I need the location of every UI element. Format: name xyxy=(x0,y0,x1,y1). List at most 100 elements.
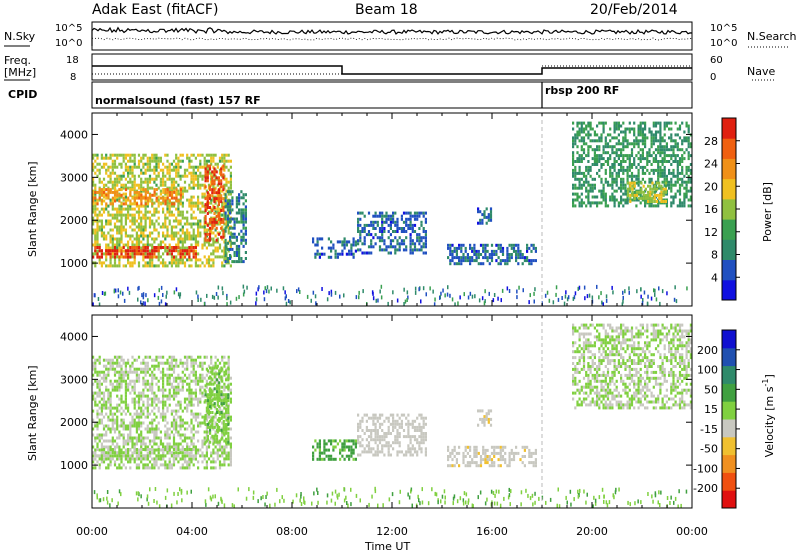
echo-cell xyxy=(137,424,141,428)
echo-cell xyxy=(235,217,238,221)
echo-cell xyxy=(120,255,123,259)
echo-cell xyxy=(162,258,165,262)
echo-cell xyxy=(357,242,360,246)
echo-cell xyxy=(118,379,121,383)
echo-cell xyxy=(663,121,666,125)
echo-speckle xyxy=(442,288,444,293)
echo-cell xyxy=(635,190,639,194)
echo-speckle xyxy=(180,490,183,495)
echo-cell xyxy=(157,174,160,178)
echo-cell xyxy=(183,427,187,431)
echo-cell xyxy=(617,133,620,137)
echo-cell xyxy=(681,201,684,205)
echo-cell xyxy=(151,246,154,250)
echo-cell xyxy=(94,192,97,196)
echo-cell xyxy=(598,148,601,152)
echo-cell xyxy=(657,168,660,172)
echo-cell xyxy=(207,255,211,259)
echo-cell xyxy=(124,231,127,235)
echo-cell xyxy=(105,188,108,192)
echo-cell xyxy=(186,252,189,256)
echo-cell xyxy=(653,193,656,197)
echo-cell xyxy=(194,222,197,226)
echo-speckle xyxy=(408,495,411,500)
echo-cell xyxy=(405,211,408,215)
echo-cell xyxy=(211,217,214,221)
echo-cell xyxy=(637,163,640,166)
echo-cell xyxy=(183,174,187,178)
echo-cell xyxy=(689,189,692,193)
echo-cell xyxy=(214,201,217,205)
echo-cell xyxy=(92,207,95,211)
echo-cell xyxy=(153,246,156,249)
echo-speckle xyxy=(527,493,529,498)
echo-cell xyxy=(418,214,421,218)
echo-cell xyxy=(242,226,245,230)
echo-cell xyxy=(624,186,627,190)
echo-cell xyxy=(203,436,206,440)
echo-cell xyxy=(111,180,114,184)
echo-speckle xyxy=(496,501,499,506)
echo-speckle xyxy=(380,295,383,300)
echo-cell xyxy=(116,355,119,359)
echo-cell xyxy=(628,157,631,161)
echo-speckle xyxy=(666,496,669,500)
echo-speckle xyxy=(245,496,248,501)
echo-cell xyxy=(242,211,245,215)
echo-cell xyxy=(626,195,629,199)
echo-cell xyxy=(593,148,596,152)
echo-speckle xyxy=(529,293,531,298)
echo-speckle xyxy=(471,503,474,508)
echo-cell xyxy=(622,177,625,181)
echo-cell xyxy=(118,355,121,359)
echo-cell xyxy=(229,240,232,244)
echo-cell xyxy=(580,127,583,131)
echo-cell xyxy=(107,361,110,365)
echo-cell xyxy=(137,433,141,437)
echo-cell xyxy=(394,245,397,249)
echo-cell xyxy=(98,448,101,452)
echo-cell xyxy=(678,124,682,128)
echo-cell xyxy=(142,180,145,184)
echo-cell xyxy=(332,243,335,247)
echo-cell xyxy=(144,466,147,470)
echo-cell xyxy=(148,231,152,235)
echo-cell xyxy=(170,180,173,184)
echo-cell xyxy=(111,421,114,425)
echo-cell xyxy=(96,412,99,416)
echo-cell xyxy=(124,165,127,169)
echo-cell xyxy=(665,148,668,152)
echo-speckle xyxy=(255,291,258,296)
echo-cell xyxy=(122,361,125,365)
echo-speckle xyxy=(358,290,360,295)
echo-cell xyxy=(177,243,180,247)
echo-cell xyxy=(224,247,227,251)
cpid-segment-1: rbsp 200 RF xyxy=(545,84,620,97)
echo-cell xyxy=(449,246,452,250)
echo-cell xyxy=(204,238,207,242)
echo-cell xyxy=(464,246,467,250)
echo-cell xyxy=(627,181,630,185)
echo-cell xyxy=(208,167,212,171)
echo-cell xyxy=(598,201,601,205)
echo-cell xyxy=(233,260,236,264)
echo-speckle xyxy=(127,286,129,291)
echo-cell xyxy=(170,204,173,208)
echo-cell xyxy=(186,189,189,193)
echo-cell xyxy=(116,421,119,425)
echo-cell xyxy=(488,262,491,266)
echo-cell xyxy=(631,190,634,194)
echo-speckle xyxy=(495,489,498,494)
echo-cell xyxy=(233,220,236,224)
echo-cell xyxy=(622,168,625,172)
echo-cell xyxy=(222,164,225,168)
echo-cell xyxy=(142,231,145,235)
echo-cell xyxy=(109,463,112,467)
echo-cell xyxy=(387,217,390,221)
noise-left-tick-low: 10^0 xyxy=(55,38,83,49)
echo-cell xyxy=(192,442,195,446)
echo-cell xyxy=(172,159,176,163)
echo-cell xyxy=(630,154,634,158)
echo-cell xyxy=(177,165,180,169)
echo-cell xyxy=(655,200,659,203)
